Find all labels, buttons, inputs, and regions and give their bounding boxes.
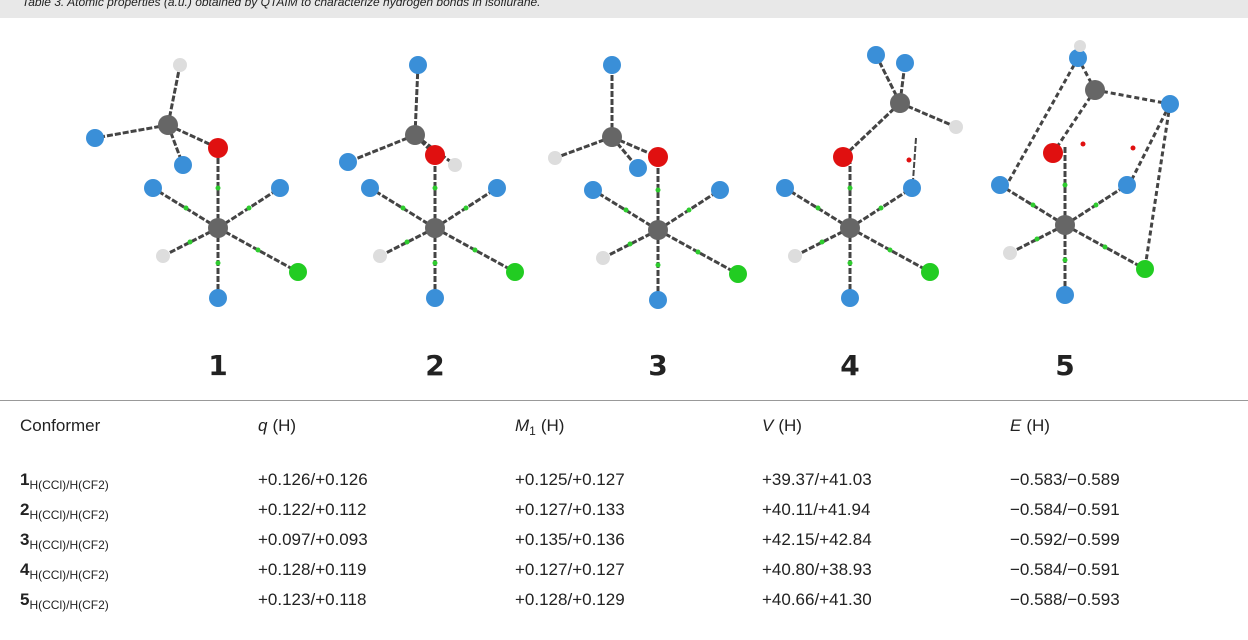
caption: Table 3. Atomic properties (a.u.) obtain… [0,0,1248,18]
header-text: (H) [1026,416,1050,435]
value-cell: −0.592/−0.599 [1010,525,1120,555]
table-row: 2H(CCl)/H(CF2)+0.122/+0.112+0.127/+0.133… [0,495,1248,525]
molecule-5 [991,40,1179,304]
value-cell: +40.80/+38.93 [762,555,872,585]
conformer-label: 2 [425,349,444,382]
value-cell: +40.66/+41.30 [762,585,872,615]
molecule-1 [86,58,307,307]
value-cell: −0.584/−0.591 [1010,555,1120,585]
molecule-3 [548,56,747,309]
value-cell: +0.097/+0.093 [258,525,368,555]
table-body: 1H(CCl)/H(CF2)+0.126/+0.126+0.125/+0.127… [0,465,1248,615]
table-row: 1H(CCl)/H(CF2)+0.126/+0.126+0.125/+0.127… [0,465,1248,495]
molecule-4 [776,46,963,307]
header-symbol: M [515,416,529,435]
data-table: Conformer q (H) M1 (H) V (H) E (H) 1 H(CCl)/H(CF2… [0,400,1248,615]
header-text: Conformer [20,416,100,435]
conformer-subscript: H(CCl)/H(CF2) [29,538,108,552]
page: Table 3. Atomic properties (a.u.) obtain… [0,0,1248,640]
conformer-labels: 1 2 3 4 5 [208,349,1074,382]
header-subscript: 1 [529,424,536,438]
value-cell: +42.15/+42.84 [762,525,872,555]
header-text: (H) [778,416,802,435]
header-cell: Conformer [20,401,100,451]
value-cell: +0.135/+0.136 [515,525,625,555]
value-cell: +40.11/+41.94 [762,495,870,525]
value-cell: +0.128/+0.129 [515,585,625,615]
value-cell: +0.123/+0.118 [258,585,366,615]
table-row: 3H(CCl)/H(CF2)+0.097/+0.093+0.135/+0.136… [0,525,1248,555]
conformer-label: 3 [648,349,667,382]
header-symbol: V [762,416,773,435]
conformer-label: 5 [1055,349,1074,382]
table-row: 4H(CCl)/H(CF2)+0.128/+0.119+0.127/+0.127… [0,555,1248,585]
header-text: (H) [541,416,565,435]
header-text: (H) [272,416,296,435]
value-cell: +39.37/+41.03 [762,465,872,495]
header-cell: M1 (H) [515,401,564,456]
conformer-cell: 5H(CCl)/H(CF2) [20,585,109,620]
value-cell: −0.588/−0.593 [1010,585,1120,615]
header-cell: q (H) [258,401,296,451]
header-symbol: E [1010,416,1021,435]
molecule-2 [339,56,524,307]
molecule-figure: 1 2 3 4 5 [0,18,1248,400]
header-row: Conformer q (H) M1 (H) V (H) E (H) [0,401,1248,451]
header-cell: V (H) [762,401,802,451]
header-symbol: q [258,416,267,435]
value-cell: +0.127/+0.127 [515,555,625,585]
conformer-subscript: H(CCl)/H(CF2) [29,508,108,522]
conformer-subscript: H(CCl)/H(CF2) [29,598,108,612]
value-cell: +0.125/+0.127 [515,465,625,495]
value-cell: +0.128/+0.119 [258,555,366,585]
caption-text: Table 3. Atomic properties (a.u.) obtain… [22,0,541,9]
conformer-label: 1 [208,349,227,382]
value-cell: +0.122/+0.112 [258,495,366,525]
conformer-label: 4 [840,349,859,382]
value-cell: −0.583/−0.589 [1010,465,1120,495]
conformer-subscript: H(CCl)/H(CF2) [29,568,108,582]
value-cell: −0.584/−0.591 [1010,495,1120,525]
conformer-subscript: H(CCl)/H(CF2) [29,478,108,492]
table-row: 5H(CCl)/H(CF2)+0.123/+0.118+0.128/+0.129… [0,585,1248,615]
header-cell: E (H) [1010,401,1050,451]
value-cell: +0.126/+0.126 [258,465,368,495]
value-cell: +0.127/+0.133 [515,495,625,525]
